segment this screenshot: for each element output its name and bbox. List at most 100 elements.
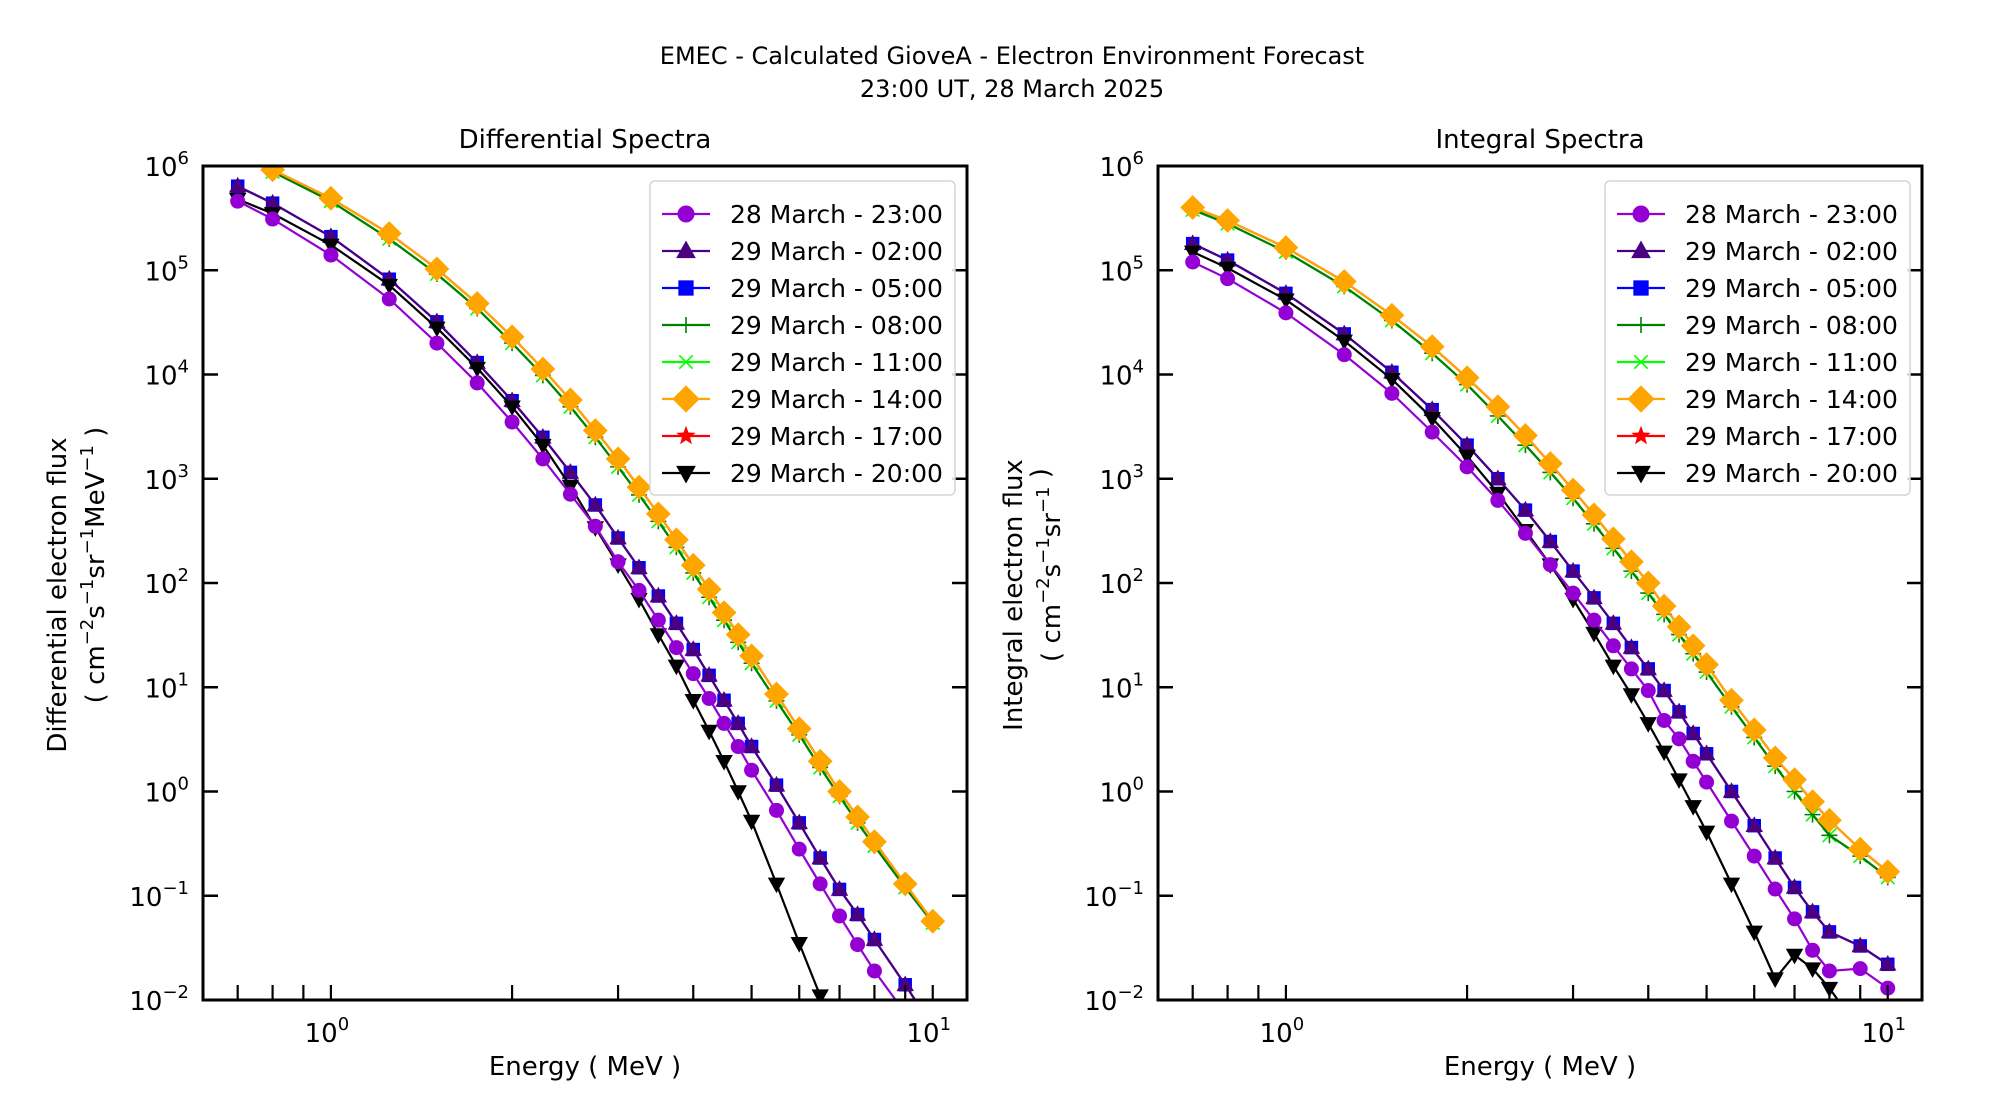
data-point: [561, 463, 580, 479]
data-point: [764, 681, 789, 707]
data-point: [729, 785, 747, 801]
data-point: [424, 256, 450, 282]
legend-marker-icon: [676, 425, 696, 445]
data-point: [1180, 195, 1206, 220]
data-point: [1671, 731, 1687, 747]
y-axis-label: Integral electron flux: [999, 459, 1029, 731]
data-point: [429, 335, 445, 351]
y-tick-label: 105: [144, 252, 189, 287]
legend-label: 28 March - 23:00: [1685, 200, 1898, 229]
data-point: [667, 659, 686, 676]
figure-subtitle: 23:00 UT, 28 March 2025: [860, 75, 1164, 103]
data-point: [1459, 459, 1475, 475]
data-point: [626, 474, 652, 500]
data-point: [649, 586, 668, 603]
data-point: [530, 356, 556, 382]
legend-marker-icon: [672, 385, 700, 413]
data-point: [322, 238, 340, 255]
data-point: [1745, 816, 1763, 832]
data-point: [323, 247, 339, 263]
legend-label: 29 March - 11:00: [730, 348, 943, 377]
data-point: [1694, 652, 1719, 677]
data-point: [1618, 549, 1644, 575]
legend-item: 29 March - 20:00: [1617, 459, 1898, 488]
data-point: [1723, 813, 1739, 829]
data-point: [729, 714, 747, 730]
data-point: [1384, 385, 1400, 401]
data-point: [827, 779, 852, 804]
data-point: [1680, 633, 1706, 659]
data-point: [229, 142, 246, 158]
data-point: [866, 963, 882, 979]
data-point: [1419, 334, 1445, 360]
data-point: [663, 527, 689, 553]
data-point: [1782, 767, 1807, 793]
series-28-march-23-00: [1185, 254, 1896, 996]
data-point: [231, 147, 244, 160]
data-point: [1537, 451, 1563, 476]
data-point: [469, 375, 485, 391]
data-point: [849, 1067, 866, 1083]
data-point: [1278, 305, 1294, 321]
y-tick-label: 101: [144, 669, 189, 704]
data-point: [535, 451, 551, 467]
series-28-march-23-00: [230, 193, 940, 1062]
data-point: [230, 193, 246, 209]
data-point: [1458, 449, 1476, 466]
data-point: [865, 930, 884, 946]
data-point: [1697, 825, 1716, 842]
data-point: [850, 937, 866, 953]
data-point: [831, 1030, 848, 1046]
y-tick-label: 106: [1099, 148, 1144, 183]
data-point: [1722, 782, 1741, 798]
data-point: [701, 690, 717, 706]
legend-label: 29 March - 11:00: [1685, 348, 1898, 377]
series-29-march-14-00: [1180, 195, 1901, 885]
data-point: [684, 693, 702, 710]
legend-item: 29 March - 11:00: [1617, 348, 1898, 377]
data-point: [1684, 800, 1702, 816]
x-tick-label: 101: [1861, 1014, 1906, 1049]
legend-marker-icon: [1632, 205, 1650, 223]
x-axis-label: Energy ( MeV ): [489, 1052, 681, 1082]
legend-label: 29 March - 20:00: [1685, 459, 1898, 488]
data-point: [925, 1047, 940, 1062]
legend: 28 March - 23:00 29 March - 02:00 29 March…: [1604, 180, 1911, 496]
data-point: [1585, 626, 1603, 643]
data-point: [381, 291, 397, 307]
legend-label: 29 March - 02:00: [730, 237, 943, 266]
data-point: [228, 176, 247, 193]
data-point: [1684, 724, 1702, 740]
integral-spectra-panel: Integral Spectra 106 105 104 103 102 101 100 10−…: [999, 125, 1924, 1082]
x-axis-label: Energy ( MeV ): [1444, 1052, 1636, 1082]
data-point: [1639, 659, 1657, 676]
data-point: [1185, 254, 1201, 270]
legend-label: 29 March - 02:00: [1685, 237, 1898, 266]
legend-item: 29 March - 08:00: [1617, 311, 1898, 340]
legend-item: 29 March - 17:00: [662, 422, 943, 451]
data-point: [1805, 942, 1821, 958]
legend-marker-icon: [1633, 317, 1649, 333]
data-point: [376, 221, 402, 246]
data-point: [1741, 717, 1767, 743]
data-point: [1745, 925, 1763, 942]
data-point: [1335, 334, 1353, 351]
data-point: [1640, 683, 1656, 699]
data-point: [1817, 807, 1842, 833]
data-point: [1454, 365, 1480, 391]
data-point: [380, 278, 398, 295]
y-tick-label: 102: [1099, 565, 1144, 600]
data-point: [1699, 774, 1715, 790]
legend-marker-icon: [676, 240, 696, 259]
data-point: [812, 876, 828, 892]
data-point: [1785, 878, 1804, 894]
data-point: [318, 185, 344, 211]
data-point: [582, 418, 608, 443]
data-point: [1656, 712, 1672, 728]
data-point: [767, 877, 786, 894]
data-point: [811, 848, 829, 865]
data-point: [786, 716, 812, 742]
differential-spectra-panel: Differential Spectra 106 105 104 103 102 101 10…: [43, 125, 969, 1083]
data-point: [1623, 661, 1639, 677]
